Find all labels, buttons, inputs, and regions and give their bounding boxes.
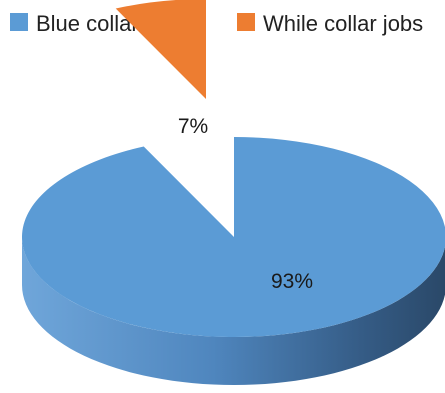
slice-blue-collar-side	[22, 237, 445, 385]
legend-label-white-collar: While collar jobs	[263, 11, 423, 36]
data-label-blue-collar: 93%	[271, 270, 313, 293]
slice-blue-collar	[22, 137, 445, 337]
legend-swatch-white-collar	[237, 13, 255, 31]
data-label-white-collar: 7%	[178, 115, 208, 138]
pie-slices	[22, 0, 445, 385]
legend: Blue collar jobs While collar jobs	[10, 11, 423, 36]
legend-item-white-collar: While collar jobs	[237, 11, 423, 36]
legend-swatch-blue-collar	[10, 13, 28, 31]
slice-white-collar	[115, 0, 206, 99]
